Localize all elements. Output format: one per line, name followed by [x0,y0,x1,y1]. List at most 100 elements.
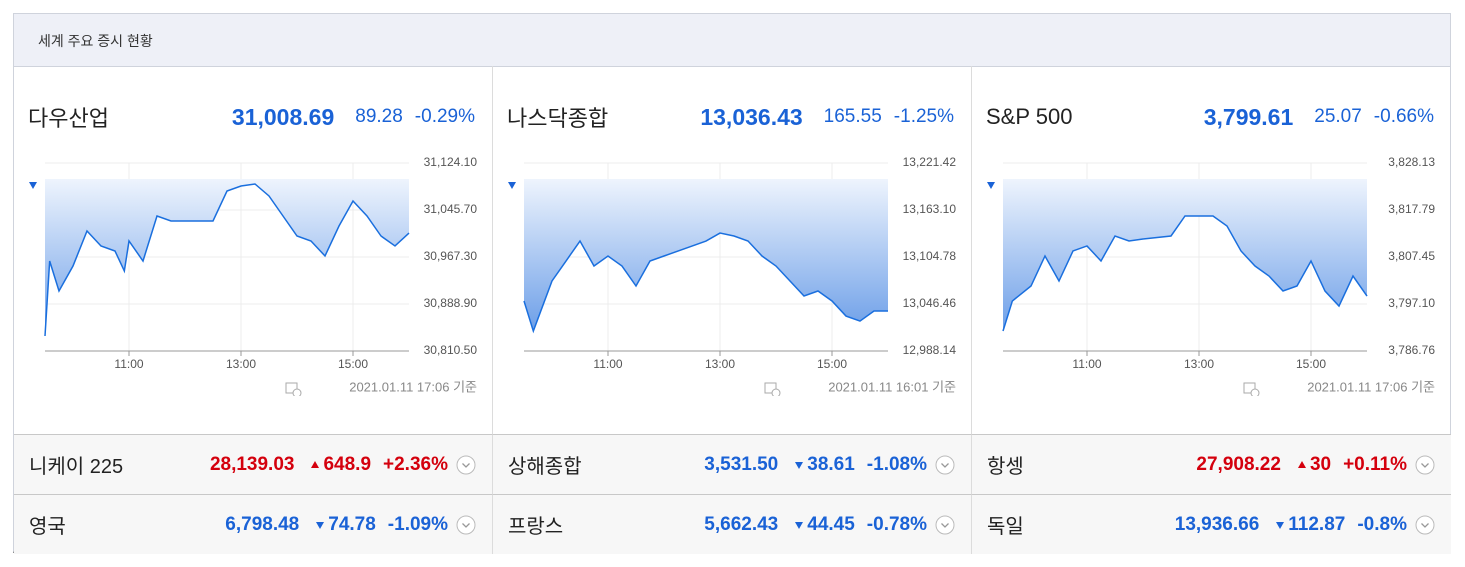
expand-button[interactable] [456,515,476,535]
market-price: 13,036.43 [700,103,803,130]
market-name: 항셍 [987,456,1024,478]
market-change-pct: -0.78% [866,513,927,535]
button-circle [935,515,955,534]
market-column: 다우산업 31,008.69 89.28 -0.29% 30,810.50 30,888.… [14,66,493,434]
arrow-shape [508,182,516,189]
arrow-shape [987,182,995,189]
button-chevron [462,462,470,468]
button-circle [456,515,476,534]
market-summary: S&P 500 3,799.61 25.07 -0.66% [986,100,1434,189]
x-tick-label: 15:00 [817,357,847,371]
arrow-shape [29,182,37,189]
icon-shape [1243,382,1256,394]
direction-arrow [987,182,995,189]
market-name: 독일 [987,516,1024,538]
direction-arrow [795,461,804,469]
y-tick-label: 3,797.10 [1388,296,1435,310]
line-chart: 30,810.50 30,888.90 30,967.30 31,045.70 31,1… [44,155,478,396]
market-price: 28,139.03 [209,453,295,475]
market-change: 74.78 [328,513,376,535]
y-tick-label: 3,828.13 [1388,155,1435,169]
market-row: 영국 6,798.48 74.78 -1.09% [14,494,493,554]
price-line [44,183,410,337]
arrow-shape [1276,521,1285,529]
x-tick-label: 13:00 [705,357,735,371]
arrow-shape [311,460,320,468]
market-change-pct: +2.36% [383,453,448,475]
button-chevron [941,522,949,528]
market-name: S&P 500 [986,104,1073,129]
direction-arrow [311,460,320,468]
expand-button[interactable] [935,455,955,475]
x-tick-label: 11:00 [593,357,622,371]
market-change-pct: -0.8% [1357,513,1407,535]
market-price: 3,799.61 [1203,103,1294,130]
market-change-pct: -0.66% [1373,106,1434,127]
icon-shape [771,388,781,396]
direction-arrow [316,521,325,529]
market-name: 다우산업 [28,106,109,131]
button-circle [456,455,476,474]
icon-shape [764,382,777,394]
expand-button[interactable] [456,455,476,475]
expand-button[interactable] [935,515,955,535]
market-row: 항셍 27,908.22 30 +0.11% [972,434,1451,494]
market-name: 니케이 225 [29,456,124,478]
icon-shape [1250,388,1260,396]
x-tick-label: 15:00 [338,357,368,371]
market-price: 5,662.43 [704,513,779,535]
market-price: 31,008.69 [231,103,335,130]
button-chevron [1421,462,1429,468]
market-change-pct: +0.11% [1343,453,1407,475]
x-tick-label: 11:00 [1072,357,1101,371]
market-change-pct: -1.09% [387,513,448,535]
y-tick-label: 12,988.14 [903,343,957,357]
y-tick-label: 3,786.76 [1388,343,1435,357]
header: 세계 주요 증시 현황 [14,14,1450,67]
market-row: 프랑스 5,662.43 44.45 -0.78% [493,494,972,554]
market-change: 648.9 [323,453,372,475]
market-row: 니케이 225 28,139.03 648.9 +2.36% [14,434,493,494]
y-tick-label: 13,046.46 [903,296,957,310]
arrow-shape [316,521,325,529]
market-name: 상해종합 [508,456,582,478]
market-name: 영국 [29,516,66,538]
calendar-icon [764,382,781,396]
icon-shape [292,388,302,396]
button-circle [935,455,955,474]
market-change-pct: -1.08% [866,453,927,475]
y-tick-label: 13,221.42 [903,155,957,169]
market-change: 25.07 [1314,106,1362,127]
area-fill [45,179,409,337]
line-chart: 3,786.76 3,797.10 3,807.45 3,817.79 3,828.13… [1002,155,1435,396]
market-price: 27,908.22 [1196,453,1281,475]
market-change-pct: -0.29% [414,106,475,127]
direction-arrow [1297,460,1306,468]
y-tick-label: 3,807.45 [1388,249,1435,263]
market-change: 44.45 [807,513,855,535]
expand-button[interactable] [1415,455,1435,475]
y-tick-label: 13,104.78 [903,249,957,263]
x-tick-label: 13:00 [1184,357,1214,371]
direction-arrow [1276,521,1285,529]
market-column: 나스닥종합 13,036.43 165.55 -1.25% 12,988.14 13,04… [493,66,972,434]
market-row: 독일 13,936.66 112.87 -0.8% [972,494,1451,554]
button-chevron [1421,522,1429,528]
direction-arrow [29,182,37,189]
expand-button[interactable] [1415,515,1435,535]
arrow-shape [1297,460,1306,468]
market-panel: 세계 주요 증시 현황 다우산업 31,008.69 89.28 -0.29% 30,8… [13,13,1451,554]
y-tick-label: 31,124.10 [424,155,478,169]
y-tick-label: 30,967.30 [424,249,478,263]
button-chevron [941,462,949,468]
timestamp: 2021.01.11 17:06 기준 [349,379,477,394]
market-name: 나스닥종합 [507,106,609,131]
direction-arrow [508,182,516,189]
button-chevron [462,522,470,528]
button-circle [1415,515,1435,534]
calendar-icon [285,382,302,396]
line-chart: 12,988.14 13,046.46 13,104.78 13,163.10 13,2… [523,155,957,396]
calendar-icon [1243,382,1260,396]
y-tick-label: 3,817.79 [1388,202,1435,216]
y-tick-label: 13,163.10 [903,202,957,216]
